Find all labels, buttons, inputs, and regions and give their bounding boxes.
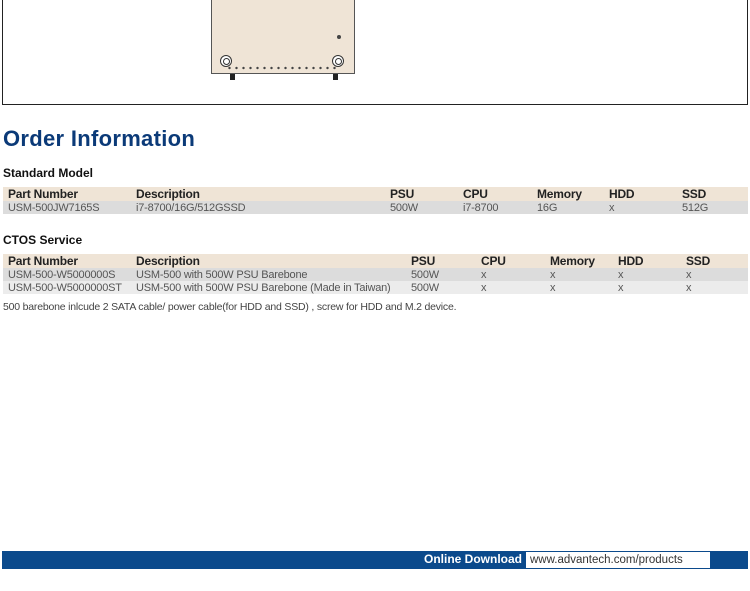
- cell: x: [604, 201, 677, 214]
- screw-icon: [337, 35, 341, 39]
- cell: x: [613, 268, 681, 281]
- cell: x: [545, 268, 613, 281]
- cell: i7-8700/16G/512GSSD: [131, 201, 385, 214]
- col-description: Description: [131, 254, 406, 268]
- table-header-row: Part Number Description PSU CPU Memory H…: [3, 187, 748, 201]
- col-ssd: SSD: [677, 187, 748, 201]
- device-drawing: [211, 0, 355, 80]
- download-url-link[interactable]: www.advantech.com/products: [526, 552, 710, 568]
- barebone-note: 500 barebone inlcude 2 SATA cable/ power…: [3, 301, 457, 313]
- cell: x: [613, 281, 681, 294]
- page-title: Order Information: [3, 126, 196, 151]
- cell: USM-500 with 500W PSU Barebone: [131, 268, 406, 281]
- cell: USM-500JW7165S: [3, 201, 131, 214]
- cell: x: [545, 281, 613, 294]
- col-psu: PSU: [406, 254, 476, 268]
- table-header-row: Part Number Description PSU CPU Memory H…: [3, 254, 748, 268]
- footer-bar: Online Download www.advantech.com/produc…: [2, 551, 748, 569]
- col-part-number: Part Number: [3, 254, 131, 268]
- standard-model-table: Part Number Description PSU CPU Memory H…: [3, 187, 748, 214]
- cell: USM-500-W5000000ST: [3, 281, 131, 294]
- ctos-service-table: Part Number Description PSU CPU Memory H…: [3, 254, 748, 294]
- cell: 16G: [532, 201, 604, 214]
- col-memory: Memory: [532, 187, 604, 201]
- cell: x: [681, 268, 748, 281]
- foot-icon: [230, 74, 235, 80]
- col-part-number: Part Number: [3, 187, 131, 201]
- cell: x: [681, 281, 748, 294]
- col-memory: Memory: [545, 254, 613, 268]
- product-drawing-frame: [2, 0, 748, 105]
- online-download-label: Online Download: [424, 552, 522, 566]
- foot-icon: [333, 74, 338, 80]
- cell: USM-500-W5000000S: [3, 268, 131, 281]
- col-description: Description: [131, 187, 385, 201]
- table-row: USM-500-W5000000S USM-500 with 500W PSU …: [3, 268, 748, 281]
- cell: 500W: [406, 281, 476, 294]
- col-psu: PSU: [385, 187, 458, 201]
- col-hdd: HDD: [604, 187, 677, 201]
- cell: i7-8700: [458, 201, 532, 214]
- col-ssd: SSD: [681, 254, 748, 268]
- col-hdd: HDD: [613, 254, 681, 268]
- cell: 500W: [385, 201, 458, 214]
- cell: x: [476, 281, 545, 294]
- cell: 512G: [677, 201, 748, 214]
- cell: USM-500 with 500W PSU Barebone (Made in …: [131, 281, 406, 294]
- ctos-service-heading: CTOS Service: [3, 233, 83, 247]
- col-cpu: CPU: [476, 254, 545, 268]
- col-cpu: CPU: [458, 187, 532, 201]
- standard-model-heading: Standard Model: [3, 166, 94, 180]
- cell: 500W: [406, 268, 476, 281]
- table-row: USM-500-W5000000ST USM-500 with 500W PSU…: [3, 281, 748, 294]
- port-row: [226, 66, 340, 70]
- cell: x: [476, 268, 545, 281]
- table-row: USM-500JW7165S i7-8700/16G/512GSSD 500W …: [3, 201, 748, 214]
